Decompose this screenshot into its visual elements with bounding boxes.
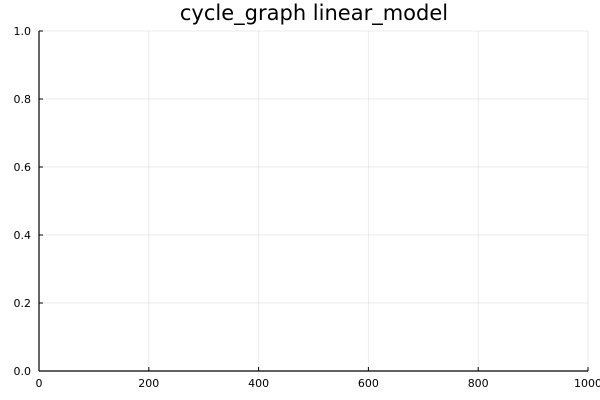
y-tick-label: 1.0 <box>14 25 32 38</box>
grid-lines <box>39 30 589 371</box>
x-tick-label: 400 <box>248 377 269 390</box>
x-tick-label: 800 <box>468 377 489 390</box>
y-tick-label: 0.8 <box>14 93 32 106</box>
chart-title: cycle_graph linear_model <box>180 1 448 26</box>
x-tick-label: 1000 <box>574 377 600 390</box>
y-tick-label: 0.6 <box>14 161 32 174</box>
y-tick-label: 0.0 <box>14 365 32 378</box>
x-tick-label: 600 <box>358 377 379 390</box>
y-tick-label: 0.4 <box>14 229 32 242</box>
axes <box>38 31 588 372</box>
ticks: 0 200 400 600 800 1000 0.0 0.2 0.4 0.6 0.8 1.0 <box>14 25 600 390</box>
x-tick-label: 200 <box>138 377 159 390</box>
x-tick-label: 0 <box>36 377 43 390</box>
y-tick-label: 0.2 <box>14 297 32 310</box>
